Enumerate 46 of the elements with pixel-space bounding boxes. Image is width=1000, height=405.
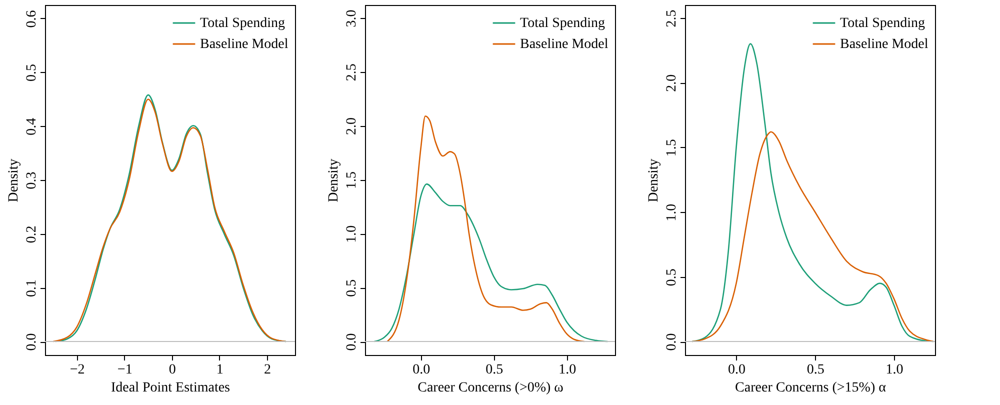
x-tick-label: −1 (117, 362, 132, 378)
y-tick-label: 0.2 (24, 226, 40, 244)
x-axis-title: Career Concerns (>0%) ω (418, 380, 564, 396)
x-axis-title: Ideal Point Estimates (111, 380, 230, 396)
y-tick-label: 1.0 (344, 225, 360, 243)
x-tick-label: 1.0 (558, 362, 576, 378)
y-tick-label: 2.0 (664, 74, 680, 92)
x-tick-label: 0.0 (412, 362, 430, 378)
y-tick-label: 0.5 (664, 268, 680, 286)
x-tick-label: −2 (70, 362, 85, 378)
x-axis-title: Career Concerns (>15%) α (735, 380, 887, 396)
legend-label: Total Spending (200, 16, 285, 31)
y-tick-label: 0.3 (24, 172, 40, 190)
y-tick-label: 0.5 (344, 279, 360, 297)
legend-label: Total Spending (840, 16, 925, 31)
y-axis-title: Density (6, 158, 22, 202)
y-tick-label: 1.5 (344, 171, 360, 189)
legend-label: Baseline Model (840, 37, 928, 52)
legend-label: Baseline Model (200, 37, 288, 52)
y-tick-label: 2.0 (344, 118, 360, 136)
y-tick-label: 0.1 (24, 279, 40, 297)
y-tick-label: 0.5 (24, 64, 40, 82)
line-series (374, 183, 608, 342)
y-tick-label: 1.5 (664, 139, 680, 157)
x-tick-label: 0.5 (806, 362, 824, 378)
x-tick-label: 0 (168, 362, 176, 378)
x-tick-label: 1 (216, 362, 224, 378)
y-tick-label: 2.5 (664, 10, 680, 28)
y-axis-title: Density (646, 158, 662, 202)
y-tick-label: 0.0 (24, 333, 40, 351)
y-tick-label: 0.4 (24, 118, 40, 136)
line-series (386, 115, 585, 342)
legend-label: Baseline Model (520, 37, 608, 52)
x-tick-label: 0.0 (728, 362, 746, 378)
y-tick-label: 0.0 (664, 333, 680, 351)
y-tick-label: 3.0 (344, 10, 360, 28)
y-tick-label: 0.6 (24, 10, 40, 28)
y-tick-label: 0.0 (344, 333, 360, 351)
legend-label: Total Spending (520, 16, 605, 31)
y-tick-label: 2.5 (344, 64, 360, 82)
x-tick-label: 1.0 (886, 362, 904, 378)
x-tick-label: 0.5 (486, 362, 504, 378)
line-series (691, 131, 934, 342)
x-tick-label: 2 (264, 362, 271, 378)
y-axis-title: Density (326, 158, 342, 202)
y-tick-label: 1.0 (664, 204, 680, 222)
